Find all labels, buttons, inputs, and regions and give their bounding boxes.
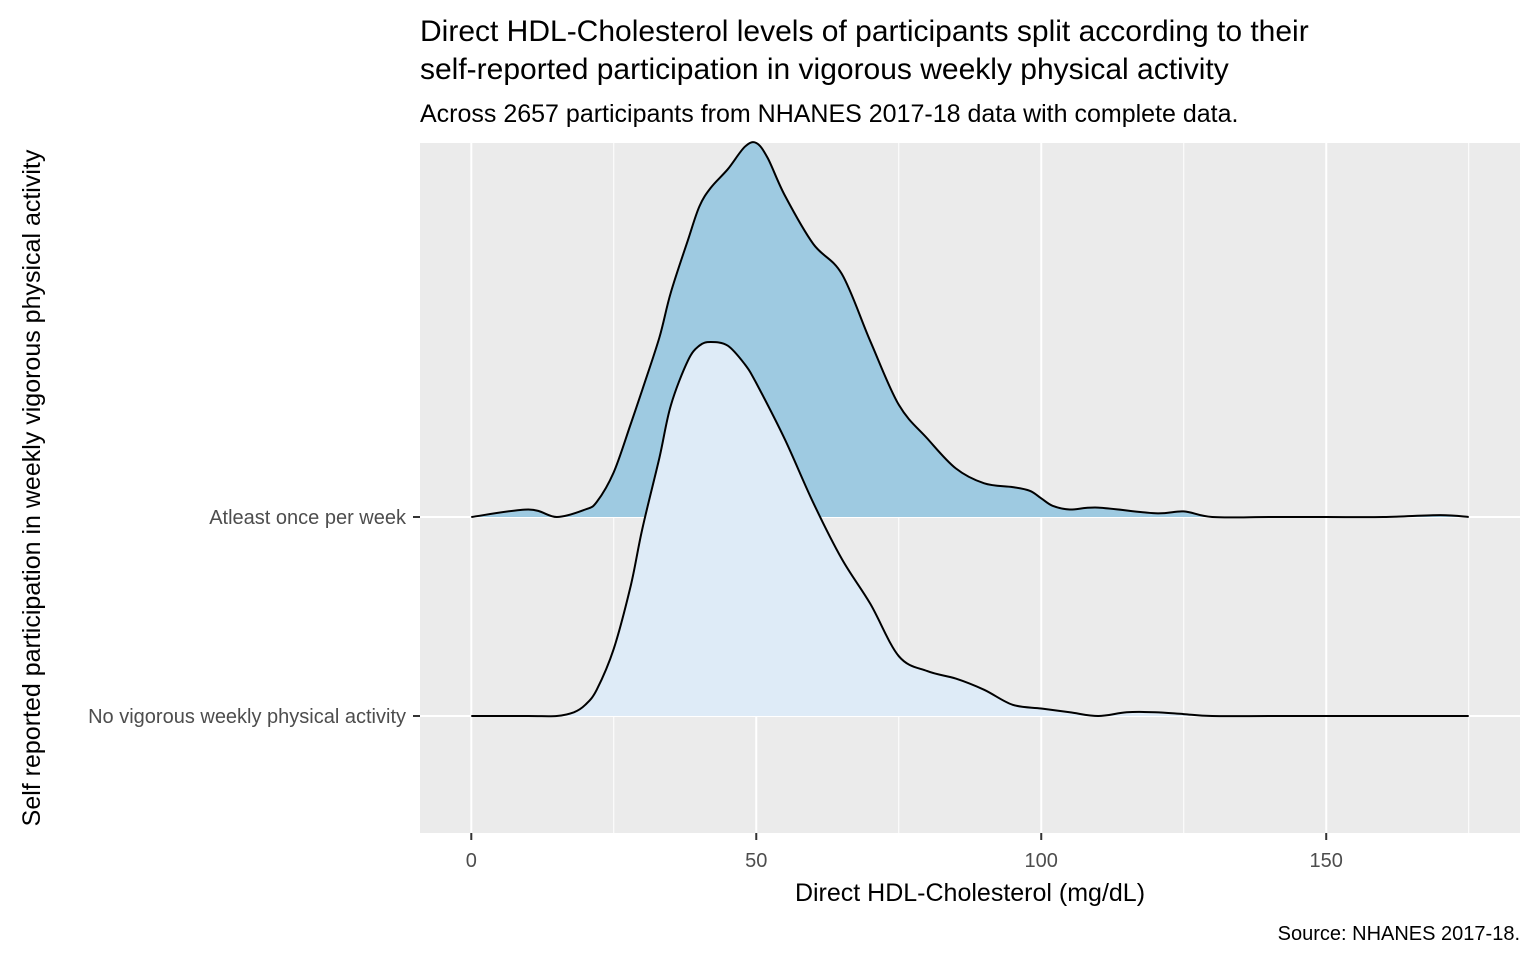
chart-subtitle: Across 2657 participants from NHANES 201… <box>420 100 1238 128</box>
x-axis-title: Direct HDL-Cholesterol (mg/dL) <box>795 879 1145 907</box>
x-tick-label: 150 <box>1310 850 1343 872</box>
y-tick-label: No vigorous weekly physical activity <box>88 706 406 728</box>
chart-title-line-2: self-reported participation in vigorous … <box>420 53 1229 86</box>
chart-caption: Source: NHANES 2017-18. <box>1278 923 1520 945</box>
y-axis-ticks: Atleast once per week No vigorous weekly … <box>88 507 420 728</box>
y-axis-title: Self reported participation in weekly vi… <box>18 149 46 826</box>
x-tick-label: 100 <box>1025 850 1058 872</box>
x-tick-label: 0 <box>466 850 477 872</box>
chart-title-line-1: Direct HDL-Cholesterol levels of partici… <box>420 15 1309 48</box>
ridge-outline-2 <box>471 340 1469 718</box>
ridge-fill-2 <box>471 342 1469 717</box>
density-ridges <box>471 141 1469 718</box>
y-tick-label: Atleast once per week <box>209 507 407 529</box>
x-tick-label: 50 <box>745 850 767 872</box>
x-axis-ticks: 0 50 100 150 <box>466 833 1343 872</box>
ridge-outline-1 <box>471 141 1469 519</box>
